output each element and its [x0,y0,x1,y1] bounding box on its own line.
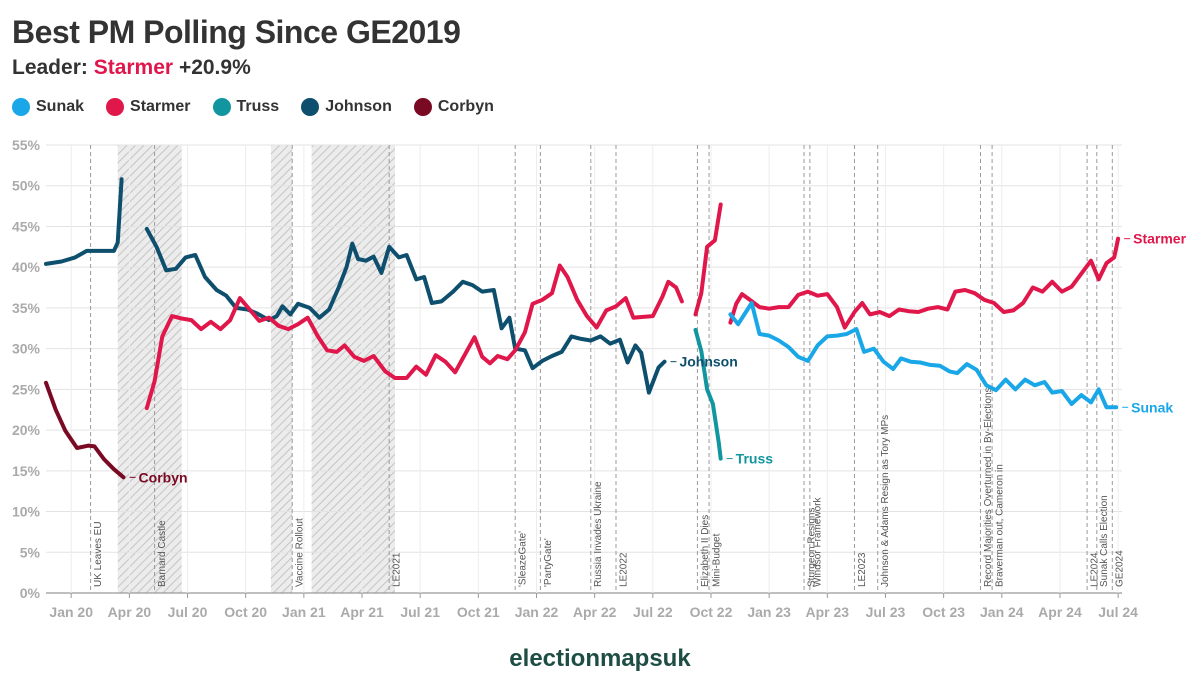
end-label-johnson: Johnson [679,354,737,370]
series-line-starmer [728,236,1121,330]
leader-subtitle: Leader: Starmer +20.9% [12,56,251,80]
y-tick-label: 35% [12,300,41,316]
x-tick-label: Apr 22 [573,604,617,620]
legend-swatch-corbyn [413,98,432,116]
leader-prefix: Leader: [12,56,94,79]
y-tick-label: 0% [20,585,41,601]
x-tick-label: Apr 23 [806,604,850,620]
legend-swatch-truss [212,98,231,116]
x-tick-label: Jan 23 [747,604,791,620]
event-label: 'SleazeGate' [518,531,529,587]
series-line-johnson [44,177,124,266]
y-tick-label: 25% [12,381,41,397]
legend-label-starmer: Starmer [130,98,191,115]
y-tick-label: 5% [20,544,41,560]
legend-item-starmer[interactable]: Starmer [106,98,191,116]
legend-swatch-sunak [12,98,30,116]
x-tick-label: Apr 20 [108,604,152,620]
end-label-corbyn: Corbyn [139,469,188,485]
leader-margin: +20.9% [178,56,251,79]
x-tick-label: Jan 22 [515,604,559,620]
end-label-truss: Truss [736,451,774,467]
series-lines [44,177,1121,480]
gridlines [46,144,1122,594]
end-label-starmer: Starmer [1133,231,1186,247]
y-tick-label: 55% [12,137,41,153]
legend-swatch-johnson [301,98,320,116]
event-label: Braverman out, Cameron in [995,464,1006,587]
legend-item-corbyn[interactable]: Corbyn [413,98,494,116]
event-label: 'PartyGate' [543,538,554,587]
legend-label-truss: Truss [236,98,280,115]
legend-item-johnson[interactable]: Johnson [301,98,392,116]
event-label: GE2024 [1115,550,1126,587]
legend-label-sunak: Sunak [36,98,85,115]
shaded-period [117,145,182,593]
x-tick-label: Oct 21 [457,604,500,620]
event-label: LE2021 [392,552,403,587]
event-label: Elizabeth II Dies [700,515,711,587]
leader-name: Starmer [93,56,174,79]
event-label: LE2023 [857,552,868,587]
legend-label-corbyn: Corbyn [437,98,494,115]
x-tick-label: Oct 20 [224,604,267,620]
series-line-sunak [728,301,1119,410]
end-label-sunak: Sunak [1131,399,1173,415]
x-tick-label: Apr 21 [340,604,384,620]
series-line-johnson [144,226,667,395]
x-tick-label: Jan 24 [980,604,1024,620]
event-label: LE2024 [1090,552,1101,587]
legend-item-sunak[interactable]: Sunak [12,98,84,116]
y-tick-label: 40% [12,259,41,275]
series-line-corbyn [44,380,126,480]
shaded-period [270,145,293,593]
series-line-starmer [693,202,723,317]
y-tick-label: 15% [12,463,41,479]
legend-swatch-starmer [106,98,125,116]
event-label: UK Leaves EU [93,521,104,587]
x-tick-label: Jan 21 [282,604,326,620]
series-line-truss [693,327,723,461]
chart-title: Best PM Polling Since GE2019 [12,14,461,50]
event-label: Record Majorities Overturned in By-Elect… [983,387,994,587]
event-label: Barnard Castle [157,520,168,587]
x-tick-label: Jan 20 [49,604,93,620]
event-label: LE2022 [618,552,629,587]
x-tick-label: Jul 24 [1098,604,1138,620]
shaded-periods [117,145,395,593]
event-label: Mini-Budget [711,533,722,587]
event-label: Russia Invades Ukraine [593,481,604,587]
axes: 0% 5% 10% 15% 20% 25% 30% 35% 40% 45% 50% 55% Jan 20… [12,137,1138,620]
x-tick-label: Apr 24 [1038,604,1082,620]
y-tick-label: 10% [12,504,41,520]
y-tick-label: 20% [12,422,41,438]
x-tick-label: Oct 23 [922,604,965,620]
x-tick-label: Oct 22 [690,604,733,620]
event-label: Sunak Calls Election [1099,495,1110,587]
y-tick-label: 45% [12,218,41,234]
legend: Sunak Starmer Truss Johnson Corbyn [12,98,494,116]
event-markers: UK Leaves EU Barnard Castle Vaccine Rollou… [90,145,1126,593]
brand-footer: electionmapsuk [509,645,691,672]
event-label: Windsor Framework [812,497,823,587]
event-label: Vaccine Rollout [295,518,306,587]
x-tick-label: Jul 22 [633,604,673,620]
legend-label-johnson: Johnson [325,98,392,115]
end-labels: Starmer Johnson Corbyn Truss Sunak [129,231,1187,485]
y-tick-label: 50% [12,178,41,194]
x-tick-label: Jul 21 [400,604,440,620]
x-tick-label: Jul 23 [866,604,906,620]
event-label: Johnson & Adams Resign as Tory MPs [880,415,891,587]
y-tick-label: 30% [12,341,41,357]
series-line-starmer [144,263,684,411]
x-tick-label: Jul 20 [168,604,208,620]
legend-item-truss[interactable]: Truss [212,98,280,116]
event-label: Sturgeon Resigns [806,508,817,588]
